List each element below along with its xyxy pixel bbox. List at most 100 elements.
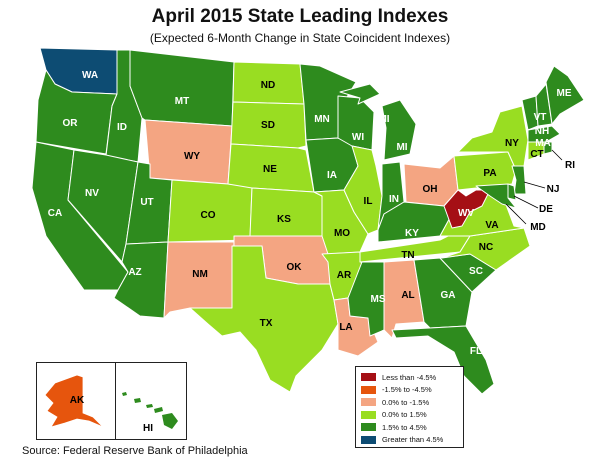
label-OH: OH [423, 184, 438, 195]
state-NJ[interactable] [511, 165, 527, 195]
label-VT: VT [534, 112, 547, 123]
state-FL[interactable] [391, 325, 495, 395]
state-MD[interactable] [475, 183, 517, 209]
label-SD: SD [261, 120, 275, 131]
label-NV: NV [85, 188, 99, 199]
state-IL[interactable] [343, 145, 383, 235]
state-MI-lower[interactable] [381, 99, 417, 161]
legend-swatch [361, 385, 376, 394]
legend-swatch [361, 423, 376, 432]
state-NM[interactable] [163, 241, 235, 319]
source-note: Source: Federal Reserve Bank of Philadel… [22, 445, 248, 457]
state-AK[interactable] [44, 374, 104, 428]
legend-swatch [361, 373, 376, 382]
label-TX: TX [260, 318, 273, 329]
legend-item: Greater than 4.5% [361, 434, 463, 447]
state-MA[interactable] [527, 125, 561, 143]
map-subtitle: (Expected 6-Month Change in State Coinci… [149, 31, 451, 45]
label-ME: ME [557, 88, 572, 99]
label-PA: PA [483, 168, 496, 179]
legend-label: Less than -4.5% [382, 372, 437, 382]
label-IL: IL [364, 196, 373, 207]
label-HI: HI [143, 423, 153, 434]
state-MI[interactable] [339, 83, 381, 105]
label-WA: WA [82, 70, 98, 81]
state-HI-5[interactable] [162, 413, 178, 429]
label-WI: WI [352, 132, 364, 143]
label-NY: NY [505, 138, 519, 149]
hawaii-map: HI [122, 392, 178, 434]
label-MO: MO [334, 228, 350, 239]
legend-label: 0.0% to -1.5% [382, 397, 430, 407]
legend-item: -1.5% to -4.5% [361, 384, 463, 397]
state-WV[interactable] [443, 189, 491, 229]
label-OK: OK [287, 262, 303, 273]
state-ME[interactable] [545, 65, 585, 125]
label-GA: GA [441, 290, 456, 301]
label-CO: CO [201, 210, 216, 221]
state-SD[interactable] [230, 101, 307, 149]
leader-line-de [513, 195, 539, 209]
label-WY: WY [184, 151, 200, 162]
label-MI: MI [396, 142, 407, 153]
map-legend: Less than -4.5% -1.5% to -4.5% 0.0% to -1.… [355, 366, 464, 448]
label-AZ: AZ [128, 267, 141, 278]
label-TN: TN [401, 250, 414, 261]
state-HI-3[interactable] [146, 404, 153, 408]
alaska-inset: AK [36, 362, 116, 440]
state-TX[interactable] [189, 245, 339, 393]
label-MT: MT [175, 96, 189, 107]
state-HI-2[interactable] [134, 398, 141, 403]
label-MA: MA [535, 138, 551, 149]
label-ND: ND [261, 80, 275, 91]
label-AL: AL [401, 290, 414, 301]
hawaii-inset: HI [115, 362, 187, 440]
map-title: April 2015 State Leading Indexes [151, 6, 449, 27]
label-LA: LA [339, 322, 352, 333]
state-MT[interactable] [129, 49, 235, 127]
legend-label: 1.5% to 4.5% [382, 422, 427, 432]
label-CT: CT [530, 149, 543, 160]
label-RI: RI [565, 160, 575, 171]
state-HI-1[interactable] [122, 392, 127, 396]
label-WV: WV [458, 208, 474, 219]
label-NM: NM [192, 269, 208, 280]
label-CA: CA [48, 208, 62, 219]
label-IN: IN [389, 194, 399, 205]
alaska-map: AK [44, 374, 104, 428]
label-MS: MS [371, 294, 386, 305]
label-NE: NE [263, 164, 277, 175]
legend-label: 0.0% to 1.5% [382, 410, 427, 420]
label-AK: AK [70, 395, 85, 406]
label-NC: NC [479, 242, 493, 253]
label-ID: ID [117, 122, 127, 133]
leader-line-ri [551, 149, 563, 161]
label-NJ: NJ [547, 184, 560, 195]
legend-swatch [361, 435, 376, 444]
label-MI-up: MI [378, 114, 389, 125]
label-OR: OR [63, 118, 79, 129]
legend-label: Greater than 4.5% [382, 435, 444, 445]
legend-item: 0.0% to -1.5% [361, 396, 463, 409]
label-UT: UT [140, 197, 153, 208]
label-MN: MN [314, 114, 330, 125]
label-MD: MD [530, 222, 546, 233]
legend-label: -1.5% to -4.5% [382, 385, 432, 395]
label-SC: SC [469, 266, 483, 277]
legend-item: 0.0% to 1.5% [361, 409, 463, 422]
state-PA[interactable] [453, 151, 517, 191]
label-IA: IA [327, 170, 337, 181]
state-RI[interactable] [543, 141, 553, 155]
legend-swatch [361, 398, 376, 407]
legend-swatch [361, 410, 376, 419]
label-DE: DE [539, 204, 553, 215]
leader-line-md [505, 203, 527, 225]
label-AR: AR [337, 270, 352, 281]
label-KS: KS [277, 214, 291, 225]
leader-line-nj [523, 181, 546, 189]
label-VA: VA [485, 220, 498, 231]
state-NY[interactable] [457, 105, 529, 171]
state-HI-4[interactable] [154, 407, 163, 413]
state-KS[interactable] [249, 187, 323, 237]
